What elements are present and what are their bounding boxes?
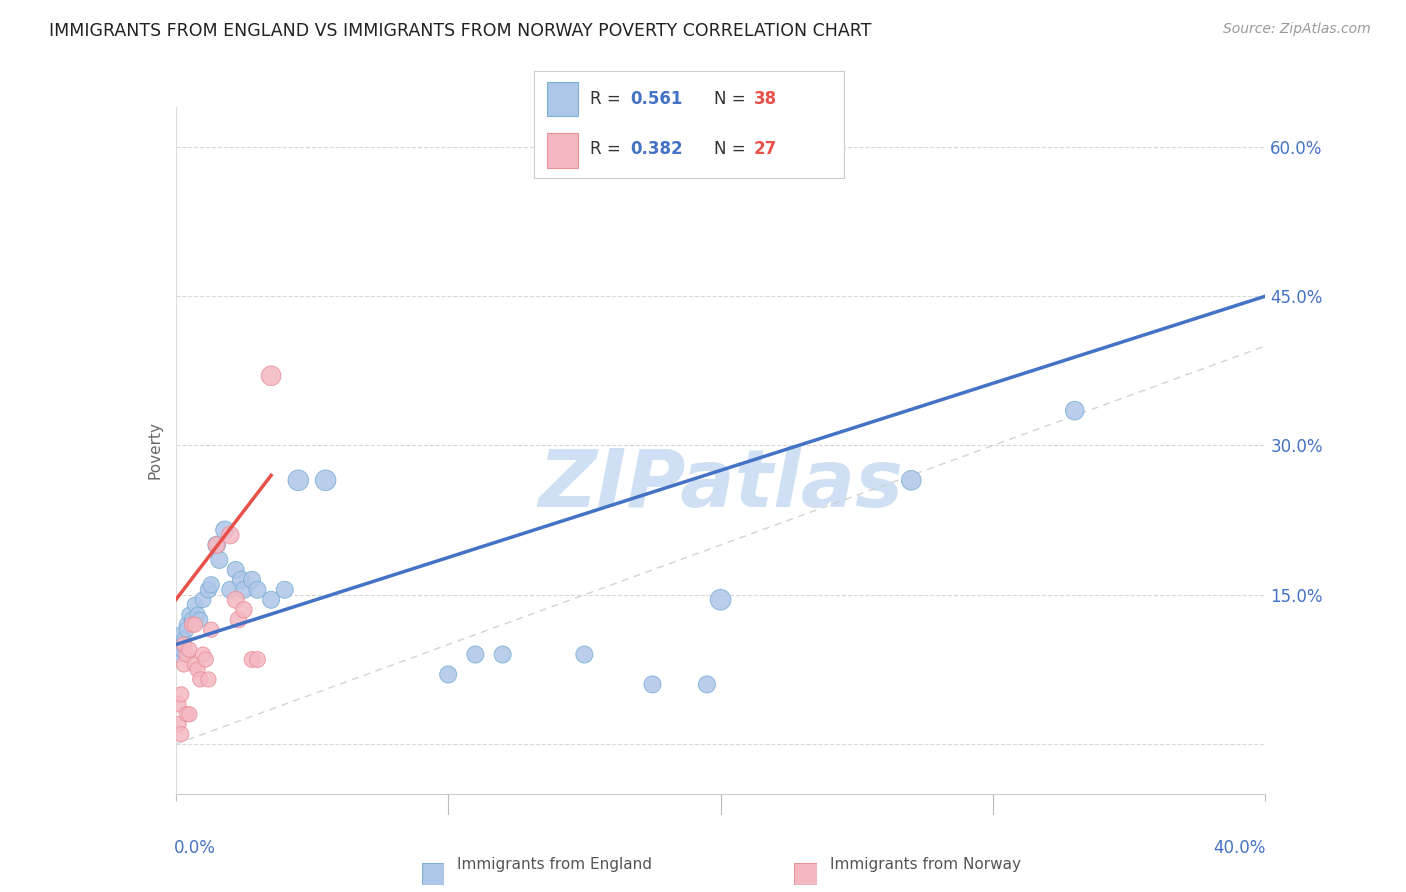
Point bbox=[197, 673, 219, 687]
Point bbox=[176, 623, 198, 637]
Point bbox=[696, 677, 718, 691]
Point bbox=[186, 663, 209, 677]
Point bbox=[492, 648, 515, 662]
Text: 27: 27 bbox=[754, 141, 778, 159]
Point bbox=[246, 582, 269, 597]
Point bbox=[181, 613, 204, 627]
Text: Immigrants from Norway: Immigrants from Norway bbox=[830, 857, 1021, 872]
Point bbox=[240, 652, 263, 666]
Point bbox=[231, 573, 253, 587]
Point bbox=[170, 687, 193, 701]
Point bbox=[260, 368, 283, 383]
Point bbox=[208, 553, 231, 567]
Text: IMMIGRANTS FROM ENGLAND VS IMMIGRANTS FROM NORWAY POVERTY CORRELATION CHART: IMMIGRANTS FROM ENGLAND VS IMMIGRANTS FR… bbox=[49, 22, 872, 40]
Point bbox=[176, 648, 198, 662]
Point bbox=[186, 607, 209, 622]
Point bbox=[900, 473, 922, 487]
Point bbox=[232, 603, 254, 617]
Text: N =: N = bbox=[714, 141, 751, 159]
Point bbox=[225, 563, 247, 577]
Point bbox=[191, 592, 214, 607]
Point bbox=[464, 648, 486, 662]
Point bbox=[167, 648, 190, 662]
Point bbox=[232, 582, 254, 597]
Point bbox=[191, 648, 214, 662]
Point bbox=[710, 592, 733, 607]
Point bbox=[176, 617, 198, 632]
Point bbox=[246, 652, 269, 666]
Point bbox=[574, 648, 596, 662]
Point bbox=[173, 638, 195, 652]
Point bbox=[170, 627, 193, 641]
Text: Immigrants from England: Immigrants from England bbox=[457, 857, 652, 872]
Point bbox=[240, 573, 263, 587]
Point bbox=[200, 578, 222, 592]
Point bbox=[274, 582, 297, 597]
FancyBboxPatch shape bbox=[534, 71, 844, 178]
Point bbox=[219, 528, 242, 542]
Text: Source: ZipAtlas.com: Source: ZipAtlas.com bbox=[1223, 22, 1371, 37]
Point bbox=[205, 538, 228, 552]
Text: R =: R = bbox=[591, 90, 626, 108]
Point bbox=[228, 613, 250, 627]
Point bbox=[173, 632, 195, 647]
Point bbox=[179, 707, 201, 722]
Point bbox=[184, 657, 207, 672]
Point bbox=[176, 707, 198, 722]
Point bbox=[219, 582, 242, 597]
Point bbox=[179, 642, 201, 657]
Point bbox=[188, 673, 211, 687]
Point bbox=[197, 582, 219, 597]
Point bbox=[184, 617, 207, 632]
Text: N =: N = bbox=[714, 90, 751, 108]
Point bbox=[437, 667, 460, 681]
Point bbox=[179, 607, 201, 622]
Text: 0.382: 0.382 bbox=[630, 141, 683, 159]
Point bbox=[184, 598, 207, 612]
Point bbox=[194, 652, 217, 666]
Point bbox=[214, 523, 236, 537]
Y-axis label: Poverty: Poverty bbox=[148, 421, 163, 480]
Point bbox=[225, 592, 247, 607]
Text: ZIPatlas: ZIPatlas bbox=[538, 446, 903, 524]
Bar bbox=[547, 82, 578, 116]
Text: 38: 38 bbox=[754, 90, 778, 108]
Point bbox=[205, 538, 228, 552]
Point bbox=[181, 617, 204, 632]
Point bbox=[167, 717, 190, 731]
Point bbox=[188, 613, 211, 627]
Text: R =: R = bbox=[591, 141, 626, 159]
Point bbox=[173, 638, 195, 652]
Text: 0.561: 0.561 bbox=[630, 90, 682, 108]
Point bbox=[641, 677, 664, 691]
Point bbox=[170, 642, 193, 657]
Point bbox=[167, 638, 190, 652]
Point bbox=[167, 698, 190, 712]
Text: 0.0%: 0.0% bbox=[173, 838, 215, 856]
Point bbox=[1063, 403, 1085, 417]
Point bbox=[200, 623, 222, 637]
Point bbox=[260, 592, 283, 607]
Point bbox=[173, 657, 195, 672]
Point bbox=[170, 727, 193, 741]
Text: 40.0%: 40.0% bbox=[1213, 838, 1265, 856]
Bar bbox=[547, 134, 578, 168]
Point bbox=[287, 473, 309, 487]
Point bbox=[315, 473, 337, 487]
